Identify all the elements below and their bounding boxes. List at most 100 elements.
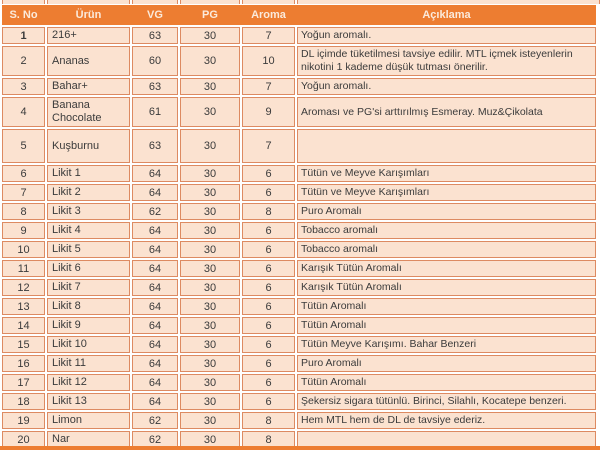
cell-urun: Kuşburnu (47, 129, 130, 163)
table-row: 8 Likit 3 62 30 8 Puro Aromalı (2, 203, 600, 220)
clipped-cell (297, 0, 600, 4)
clipped-cell (47, 0, 130, 4)
cell-urun: Likit 10 (47, 336, 130, 353)
cell-aroma: 7 (242, 27, 295, 44)
cell-sno: 3 (2, 78, 45, 95)
cell-sno: 16 (2, 355, 45, 372)
cell-vg: 60 (132, 46, 178, 76)
cell-aciklama: Tütün ve Meyve Karışımları (297, 184, 596, 201)
cell-sno: 11 (2, 260, 45, 277)
cell-sno: 2 (2, 46, 45, 76)
cell-vg: 63 (132, 129, 178, 163)
cell-sno: 7 (2, 184, 45, 201)
cell-sno: 12 (2, 279, 45, 296)
cell-sno: 8 (2, 203, 45, 220)
column-header-vg: VG (147, 9, 163, 21)
cell-aroma: 7 (242, 78, 295, 95)
cell-pg: 30 (180, 374, 240, 391)
cell-urun: Limon (47, 412, 130, 429)
table-row: 13 Likit 8 64 30 6 Tütün Aromalı (2, 298, 600, 315)
table-row: 6 Likit 1 64 30 6 Tütün ve Meyve Karışımları (2, 165, 600, 182)
cell-pg: 30 (180, 412, 240, 429)
cell-aroma: 6 (242, 222, 295, 239)
cell-urun: Likit 13 (47, 393, 130, 410)
cell-pg: 30 (180, 97, 240, 127)
cell-aciklama: Puro Aromalı (297, 355, 596, 372)
cell-sno: 6 (2, 165, 45, 182)
cell-pg: 30 (180, 78, 240, 95)
cell-urun: Bahar+ (47, 78, 130, 95)
cell-sno: 19 (2, 412, 45, 429)
cell-vg: 64 (132, 165, 178, 182)
cell-sno: 17 (2, 374, 45, 391)
clipped-cell (242, 0, 295, 4)
cell-urun: 216+ (47, 27, 130, 44)
cell-aciklama: Tütün Aromalı (297, 298, 596, 315)
table-row: 3 Bahar+ 63 30 7 Yoğun aromalı. (2, 78, 600, 95)
cell-urun: Likit 8 (47, 298, 130, 315)
cell-vg: 64 (132, 222, 178, 239)
cell-vg: 62 (132, 203, 178, 220)
table-row: 14 Likit 9 64 30 6 Tütün Aromalı (2, 317, 600, 334)
cell-aroma: 6 (242, 165, 295, 182)
cell-urun: Likit 5 (47, 241, 130, 258)
cell-aroma: 7 (242, 129, 295, 163)
cell-vg: 64 (132, 298, 178, 315)
cell-vg: 62 (132, 431, 178, 448)
cell-pg: 30 (180, 336, 240, 353)
cell-pg: 30 (180, 184, 240, 201)
cell-pg: 30 (180, 222, 240, 239)
cell-vg: 64 (132, 241, 178, 258)
cell-aroma: 6 (242, 279, 295, 296)
cell-sno: 5 (2, 129, 45, 163)
cell-sno: 4 (2, 97, 45, 127)
cell-vg: 61 (132, 97, 178, 127)
cell-aciklama: Puro Aromalı (297, 203, 596, 220)
table-row: 2 Ananas 60 30 10 DL içimde tüketilmesi tavsi… (2, 46, 600, 76)
cell-pg: 30 (180, 27, 240, 44)
cell-aciklama: Tütün ve Meyve Karışımları (297, 165, 596, 182)
cell-vg: 64 (132, 355, 178, 372)
cell-vg: 64 (132, 393, 178, 410)
cell-aroma: 6 (242, 184, 295, 201)
cell-urun: Likit 7 (47, 279, 130, 296)
cell-vg: 62 (132, 412, 178, 429)
cell-pg: 30 (180, 317, 240, 334)
cell-vg: 64 (132, 317, 178, 334)
cell-sno: 10 (2, 241, 45, 258)
cell-aroma: 6 (242, 241, 295, 258)
cell-pg: 30 (180, 46, 240, 76)
table-row: 4 Banana Chocolate 61 30 9 Aroması ve PG'si a… (2, 97, 600, 127)
cell-aciklama: Tobacco aromalı (297, 241, 596, 258)
cell-sno: 15 (2, 336, 45, 353)
cell-aciklama: Tütün Aromalı (297, 317, 596, 334)
cell-urun: Ananas (47, 46, 130, 76)
clipped-cell (180, 0, 240, 4)
cell-pg: 30 (180, 355, 240, 372)
cell-aciklama: Aroması ve PG'si arttırılmış Esmeray. Mu… (297, 97, 596, 127)
cell-aroma: 10 (242, 46, 295, 76)
cell-vg: 64 (132, 336, 178, 353)
cell-vg: 64 (132, 279, 178, 296)
table-row: 15 Likit 10 64 30 6 Tütün Meyve Karışımı. Bah… (2, 336, 600, 353)
cell-aroma: 9 (242, 97, 295, 127)
cell-aroma: 6 (242, 374, 295, 391)
cell-urun: Likit 11 (47, 355, 130, 372)
table-row: 11 Likit 6 64 30 6 Karışık Tütün Aromalı (2, 260, 600, 277)
cell-urun: Likit 3 (47, 203, 130, 220)
cell-urun: Likit 9 (47, 317, 130, 334)
cell-aciklama: Tütün Meyve Karışımı. Bahar Benzeri (297, 336, 596, 353)
column-header-pg: PG (202, 9, 218, 21)
cell-vg: 64 (132, 374, 178, 391)
bottom-orange-strip (0, 446, 600, 450)
cell-sno: 1 (2, 27, 45, 44)
cell-vg: 63 (132, 27, 178, 44)
cell-urun: Nar (47, 431, 130, 448)
column-header-aroma: Aroma (251, 9, 286, 21)
column-header-sno: S. No (9, 9, 38, 21)
cell-pg: 30 (180, 393, 240, 410)
cell-sno: 13 (2, 298, 45, 315)
cell-pg: 30 (180, 129, 240, 163)
cell-aciklama: Karışık Tütün Aromalı (297, 279, 596, 296)
